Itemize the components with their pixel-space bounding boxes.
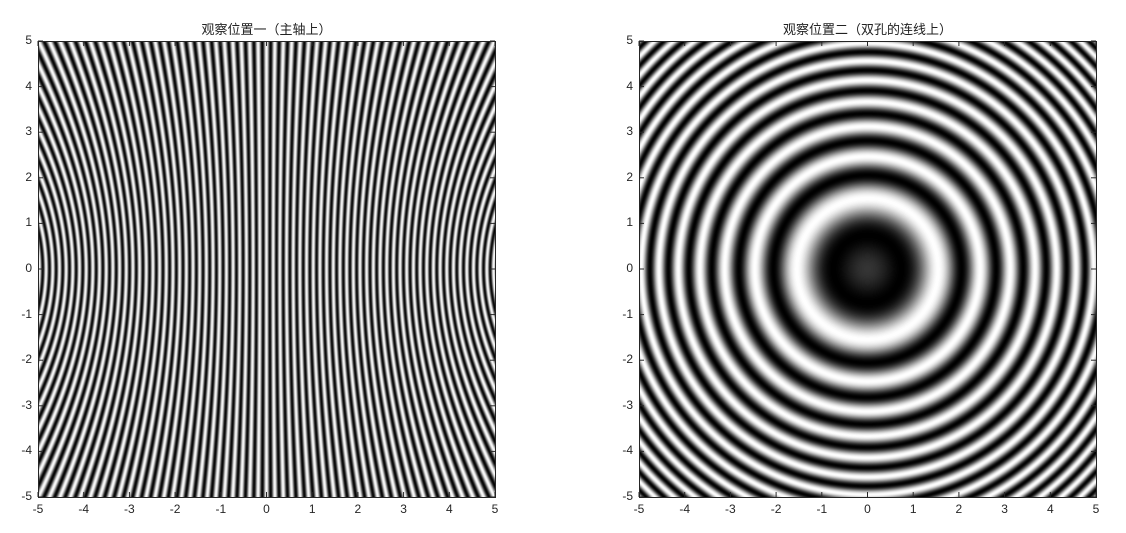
- y-tick-label: 0: [626, 261, 633, 275]
- x-tick-label: 0: [263, 502, 270, 516]
- y-tick-label: -1: [622, 306, 633, 321]
- x-tick-label: 4: [1046, 502, 1054, 516]
- chart-title-2: 观察位置二（双孔的连线上）: [782, 23, 952, 38]
- y-tick-label: 2: [626, 169, 633, 184]
- y-tick-label: 4: [25, 78, 32, 93]
- x-tick-label: -4: [679, 502, 691, 516]
- y-tick-label: 4: [626, 78, 633, 93]
- y-tick-label: -4: [21, 443, 32, 458]
- y-tick-label: 0: [25, 261, 32, 275]
- x-tick-label: 5: [1092, 502, 1100, 516]
- y-tick-label: -3: [622, 397, 633, 412]
- x-tick-label: 3: [400, 502, 407, 516]
- fringe-heatmap-2: [639, 41, 1096, 497]
- y-tick-label: -2: [21, 352, 32, 367]
- x-tick-label: 5: [491, 502, 499, 516]
- y-tick-label: 5: [25, 33, 32, 47]
- y-tick-label: 5: [626, 33, 633, 47]
- x-tick-label: 1: [308, 502, 316, 516]
- chart-title-1: 观察位置一（主轴上）: [201, 23, 332, 38]
- x-tick-label: -2: [770, 502, 782, 516]
- x-tick-label: -1: [215, 502, 227, 516]
- y-tick-label: -5: [21, 489, 32, 503]
- x-tick-label: -1: [816, 502, 828, 516]
- x-tick-label: 2: [955, 502, 963, 516]
- x-tick-label: -3: [124, 502, 135, 516]
- x-tick-label: 1: [909, 502, 917, 516]
- y-tick-label: -5: [622, 489, 633, 503]
- x-tick-label: -5: [32, 502, 44, 516]
- y-tick-label: -1: [21, 306, 32, 321]
- y-tick-label: 3: [626, 124, 633, 139]
- x-tick-label: -2: [169, 502, 181, 516]
- y-tick-label: -3: [21, 397, 32, 412]
- fringe-heatmap-1: [38, 41, 495, 497]
- y-tick-label: -2: [622, 352, 633, 367]
- x-tick-label: 0: [864, 502, 871, 516]
- y-tick-label: 3: [25, 124, 32, 139]
- x-tick-label: 2: [354, 502, 362, 516]
- x-tick-label: -5: [633, 502, 645, 516]
- y-tick-label: -4: [622, 443, 633, 458]
- x-tick-label: -4: [78, 502, 90, 516]
- y-tick-label: 2: [25, 169, 32, 184]
- y-tick-label: 1: [626, 215, 633, 230]
- x-tick-label: -3: [725, 502, 736, 516]
- x-tick-label: 4: [445, 502, 453, 516]
- y-tick-label: 1: [25, 215, 32, 230]
- x-tick-label: 3: [1001, 502, 1008, 516]
